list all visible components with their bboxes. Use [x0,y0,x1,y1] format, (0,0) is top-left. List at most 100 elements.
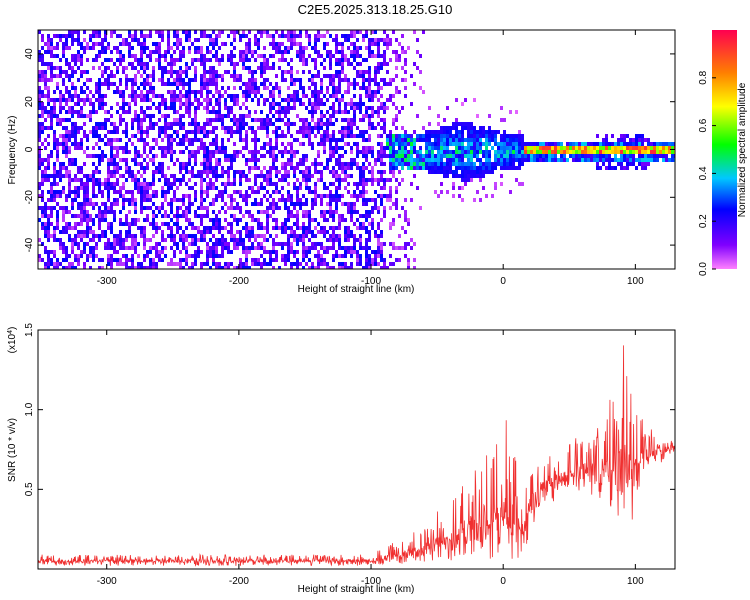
spectrogram-cell [170,94,173,98]
spectrogram-cell [251,234,254,238]
spectrogram-cell [473,150,476,154]
spectrogram-cell [317,194,320,198]
spectrogram-cell [389,162,392,166]
spectrogram-cell [389,38,392,42]
spectrogram-cell [128,102,131,106]
spectrogram-cell [107,238,110,242]
spectrogram-cell [251,242,254,246]
spectrogram-cell [167,90,170,94]
spectrogram-cell [59,190,62,194]
spectrogram-cell [251,138,254,142]
spectrogram-cell [419,166,422,170]
spectrogram-cell [293,214,296,218]
spectrogram-cell [44,78,47,82]
spectrogram-cell [431,166,434,170]
spectrogram-cell [614,154,617,158]
spectrogram-cell [260,262,263,266]
spectrogram-cell [110,50,113,54]
spectrogram-cell [122,174,125,178]
spectrogram-cell [242,238,245,242]
spectrogram-cell [650,154,653,158]
spectrogram-cell [593,142,596,146]
spectrogram-cell [245,98,248,102]
spectrogram-cell [68,194,71,198]
spectrogram-cell [110,254,113,258]
spectrogram-cell [116,58,119,62]
spectrogram-cell [350,130,353,134]
spectrogram-cell [149,30,152,34]
spectrogram-cell [185,66,188,70]
spectrogram-cell [416,150,419,154]
spectrogram-cell [392,30,395,34]
spectrogram-cell [233,74,236,78]
spectrogram-cell [287,226,290,230]
spectrogram-cell [239,150,242,154]
spectrogram-cell [374,54,377,58]
spectrogram-cell [113,202,116,206]
spectrogram-cell [56,82,59,86]
spectrogram-cell [512,162,515,166]
spectrogram-cell [479,170,482,174]
spectrogram-cell [101,218,104,222]
spectrogram-cell [281,54,284,58]
spectrogram-cell [314,234,317,238]
spectrogram-cell [392,78,395,82]
spectrogram-cell [80,42,83,46]
spectrogram-cell [530,142,533,146]
spectrogram-cell [56,118,59,122]
spectrogram-cell [320,262,323,266]
spectrogram-cell [203,262,206,266]
spectrogram-cell [203,226,206,230]
spectrogram-cell [146,134,149,138]
spectrogram-cell [122,150,125,154]
spectrogram-cell [185,106,188,110]
spectrogram-cell [86,42,89,46]
spectrogram-cell [104,142,107,146]
spectrogram-cell [89,46,92,50]
spectrogram-cell [200,30,203,34]
spectrogram-cell [485,150,488,154]
spectrogram-cell [86,134,89,138]
spectrogram-cell [629,162,632,166]
spectrogram-cell [377,46,380,50]
spectrogram-cell [395,38,398,42]
spectrogram-cell [269,178,272,182]
spectrogram-cell [113,218,116,222]
spectrogram-cell [269,258,272,262]
spectrogram-cell [314,162,317,166]
spectrogram-cell [245,158,248,162]
spectrogram-cell [491,166,494,170]
spectrogram-cell [266,34,269,38]
spectrogram-cell [512,154,515,158]
spectrogram-cell [380,218,383,222]
spectrogram-cell [425,138,428,142]
spectrogram-cell [86,202,89,206]
spectrogram-cell [143,254,146,258]
spectrogram-cell [395,54,398,58]
spectrogram-cell [296,78,299,82]
spectrogram-cell [131,222,134,226]
spectrogram-cell [509,138,512,142]
spectrogram-cell [449,150,452,154]
spectrogram-cell [287,250,290,254]
spectrogram-cell [89,34,92,38]
y-tick-label: 1.5 [24,323,35,337]
spectrogram-cell [362,114,365,118]
spectrogram-cell [479,150,482,154]
spectrogram-cell [227,54,230,58]
spectrogram-cell [197,254,200,258]
spectrogram-cell [281,166,284,170]
spectrogram-cell [494,134,497,138]
x-tick-label: -300 [97,276,117,287]
spectrogram-cell [38,54,41,58]
spectrogram-cell [203,238,206,242]
spectrogram-cell [38,78,41,82]
spectrogram-cell [230,30,233,34]
spectrogram-cell [56,86,59,90]
spectrogram-cell [365,34,368,38]
spectrogram-cell [239,78,242,82]
spectrogram-cell [347,226,350,230]
spectrogram-cell [380,54,383,58]
spectrogram-cell [338,262,341,266]
spectrogram-cell [326,138,329,142]
